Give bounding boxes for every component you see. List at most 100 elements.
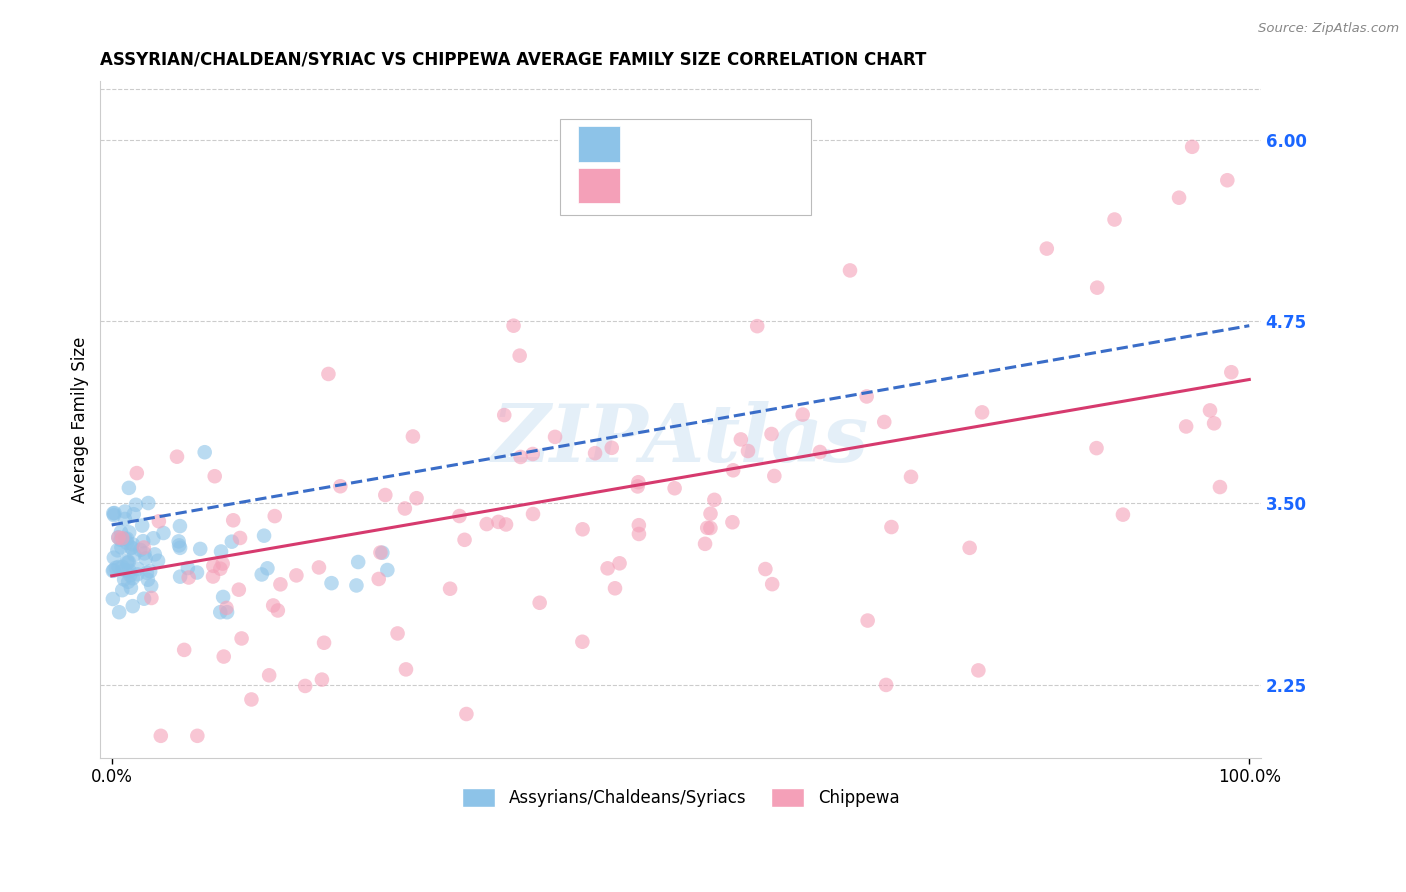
Point: [212, 590, 235, 604]
Text: R =: R =: [630, 177, 666, 194]
Point: [502, 318, 524, 333]
Point: [808, 445, 831, 459]
Point: [873, 415, 896, 429]
Point: [627, 479, 650, 493]
Point: [231, 632, 253, 646]
Point: [215, 601, 238, 615]
Point: [121, 571, 143, 585]
Point: [456, 706, 478, 721]
Point: [143, 547, 166, 561]
Point: [211, 557, 233, 571]
Point: [177, 570, 200, 584]
Point: [228, 582, 250, 597]
Point: [1036, 242, 1059, 256]
Point: [312, 636, 335, 650]
Point: [371, 546, 394, 560]
Point: [120, 568, 142, 582]
Point: [134, 546, 156, 560]
Point: [125, 466, 148, 480]
Point: [167, 538, 190, 552]
Text: 80: 80: [762, 135, 785, 153]
Point: [509, 349, 531, 363]
Point: [127, 562, 149, 576]
Point: [129, 542, 152, 557]
Point: [229, 531, 252, 545]
Point: [120, 581, 142, 595]
Point: [856, 614, 879, 628]
Text: ASSYRIAN/CHALDEAN/SYRIAC VS CHIPPEWA AVERAGE FAMILY SIZE CORRELATION CHART: ASSYRIAN/CHALDEAN/SYRIAC VS CHIPPEWA AVE…: [100, 51, 927, 69]
Point: [1112, 508, 1135, 522]
Point: [215, 605, 238, 619]
Point: [875, 678, 897, 692]
Point: [439, 582, 461, 596]
Point: [395, 662, 418, 676]
Point: [1220, 365, 1243, 379]
Point: [285, 568, 308, 582]
Point: [148, 514, 170, 528]
Point: [104, 561, 127, 575]
Text: N =: N =: [725, 135, 762, 153]
Point: [855, 389, 877, 403]
Point: [761, 577, 783, 591]
Text: N =: N =: [725, 177, 762, 194]
Point: [186, 566, 208, 580]
Point: [250, 567, 273, 582]
Point: [1181, 140, 1204, 154]
Point: [142, 531, 165, 545]
Point: [603, 582, 626, 596]
Point: [110, 533, 132, 547]
Point: [118, 564, 141, 578]
Point: [449, 508, 471, 523]
Point: [721, 515, 744, 529]
Point: [967, 664, 990, 678]
Point: [167, 534, 190, 549]
Point: [204, 469, 226, 483]
Point: [347, 555, 370, 569]
Point: [370, 545, 392, 559]
Point: [475, 517, 498, 532]
Point: [107, 530, 129, 544]
Point: [118, 555, 141, 569]
Point: [693, 537, 716, 551]
Point: [114, 532, 136, 546]
Point: [529, 596, 551, 610]
Point: [1168, 191, 1191, 205]
Y-axis label: Average Family Size: Average Family Size: [72, 336, 89, 503]
Point: [367, 572, 389, 586]
Point: [318, 367, 340, 381]
Point: [149, 729, 172, 743]
Text: 0.510: 0.510: [669, 177, 721, 194]
Point: [262, 599, 284, 613]
Point: [115, 532, 138, 546]
Point: [763, 469, 786, 483]
Point: [125, 498, 148, 512]
Point: [202, 569, 225, 583]
Point: [105, 543, 128, 558]
Point: [721, 463, 744, 477]
Point: [114, 504, 136, 518]
Point: [118, 481, 141, 495]
Point: [1216, 173, 1239, 187]
Point: [571, 634, 593, 648]
Point: [173, 643, 195, 657]
Point: [117, 554, 139, 568]
Point: [453, 533, 475, 547]
Point: [212, 649, 235, 664]
Point: [177, 561, 200, 575]
Point: [321, 576, 343, 591]
Point: [131, 518, 153, 533]
Point: [754, 562, 776, 576]
Point: [209, 544, 232, 558]
Point: [263, 509, 285, 524]
Point: [152, 526, 174, 541]
Point: [209, 605, 232, 619]
Point: [111, 531, 134, 545]
Point: [346, 578, 368, 592]
Point: [494, 408, 516, 422]
Point: [103, 506, 125, 520]
Point: [107, 531, 129, 545]
Point: [627, 527, 650, 541]
Point: [136, 496, 159, 510]
Point: [101, 564, 124, 578]
Text: Source: ZipAtlas.com: Source: ZipAtlas.com: [1258, 22, 1399, 36]
